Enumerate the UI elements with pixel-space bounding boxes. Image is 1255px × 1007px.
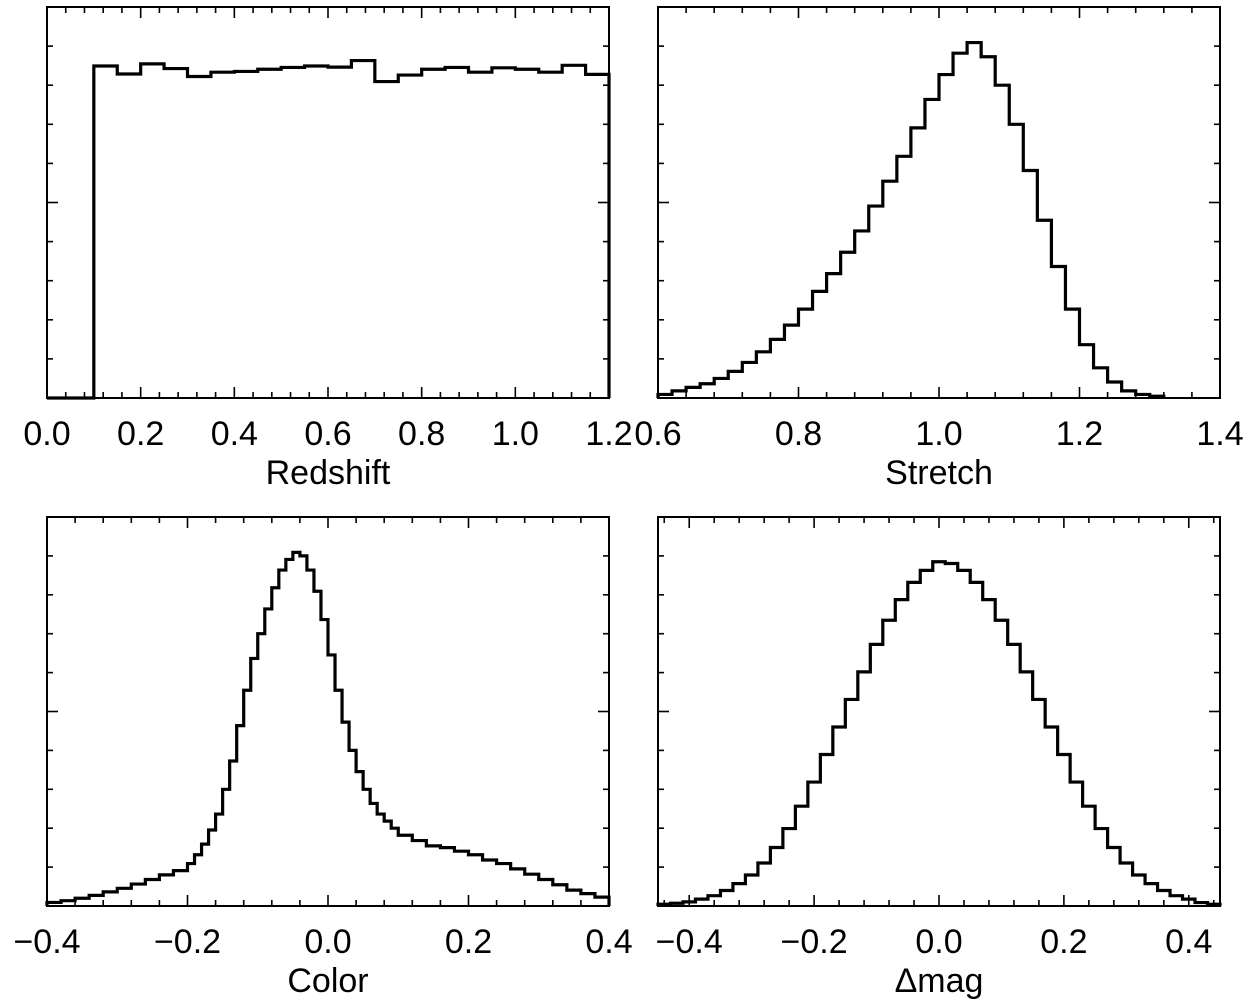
x-tick-label: 0.6 [304, 415, 351, 453]
x-tick-label: 0.0 [304, 923, 351, 961]
x-tick-label: −0.2 [154, 923, 221, 961]
x-tick-label: 0.4 [585, 923, 632, 961]
x-ticks [657, 7, 1221, 398]
x-tick-label: 1.2 [585, 415, 632, 453]
x-tick-label: 0.2 [1040, 923, 1087, 961]
x-tick-label: 0.6 [634, 415, 681, 453]
x-tick-label: −0.4 [656, 923, 723, 961]
x-axis-title: Δmag [895, 962, 984, 1000]
x-tick-label: 0.2 [117, 415, 164, 453]
x-tick-label: 1.4 [1196, 415, 1243, 453]
x-tick-label: 0.2 [445, 923, 492, 961]
x-axis-title: Color [287, 962, 368, 1000]
x-ticks [46, 517, 610, 906]
x-tick-labels: 0.6 0.8 1.0 1.2 1.4 [634, 415, 1243, 453]
x-tick-label: 1.0 [915, 415, 962, 453]
x-tick-label: 0.0 [915, 923, 962, 961]
plot-frame [46, 516, 610, 907]
panel-4: −0.4 −0.2 0.0 0.2 0.4 Δmag [656, 516, 1222, 1000]
x-tick-label: 0.4 [1165, 923, 1212, 961]
x-tick-label: 0.4 [211, 415, 258, 453]
x-tick-labels: −0.4 −0.2 0.0 0.2 0.4 [656, 923, 1213, 961]
histogram-steps [45, 550, 611, 906]
x-axis-title: Redshift [266, 454, 391, 492]
x-axis-title: Stretch [885, 454, 993, 492]
x-tick-label: 1.0 [492, 415, 539, 453]
panel-1: 0.0 0.2 0.4 0.6 0.8 1.0 1.2 Redshift [23, 6, 633, 492]
histogram-steps [656, 560, 1222, 906]
x-ticks [658, 517, 1220, 906]
histogram-steps [656, 40, 1166, 398]
panel-3: −0.4 −0.2 0.0 0.2 0.4 Color [13, 516, 633, 1000]
x-tick-labels: −0.4 −0.2 0.0 0.2 0.4 [13, 923, 632, 961]
x-tick-label: 0.0 [23, 415, 70, 453]
plot-frame [657, 516, 1221, 907]
x-tick-label: −0.4 [13, 923, 80, 961]
x-tick-labels: 0.0 0.2 0.4 0.6 0.8 1.0 1.2 [23, 415, 632, 453]
x-tick-label: 0.8 [398, 415, 445, 453]
histogram-steps [47, 58, 611, 400]
panel-2: 0.6 0.8 1.0 1.2 1.4 Stretch [634, 6, 1244, 492]
x-tick-label: 0.8 [775, 415, 822, 453]
plot-frame [657, 6, 1221, 399]
x-tick-label: −0.2 [781, 923, 848, 961]
x-tick-label: 1.2 [1056, 415, 1103, 453]
